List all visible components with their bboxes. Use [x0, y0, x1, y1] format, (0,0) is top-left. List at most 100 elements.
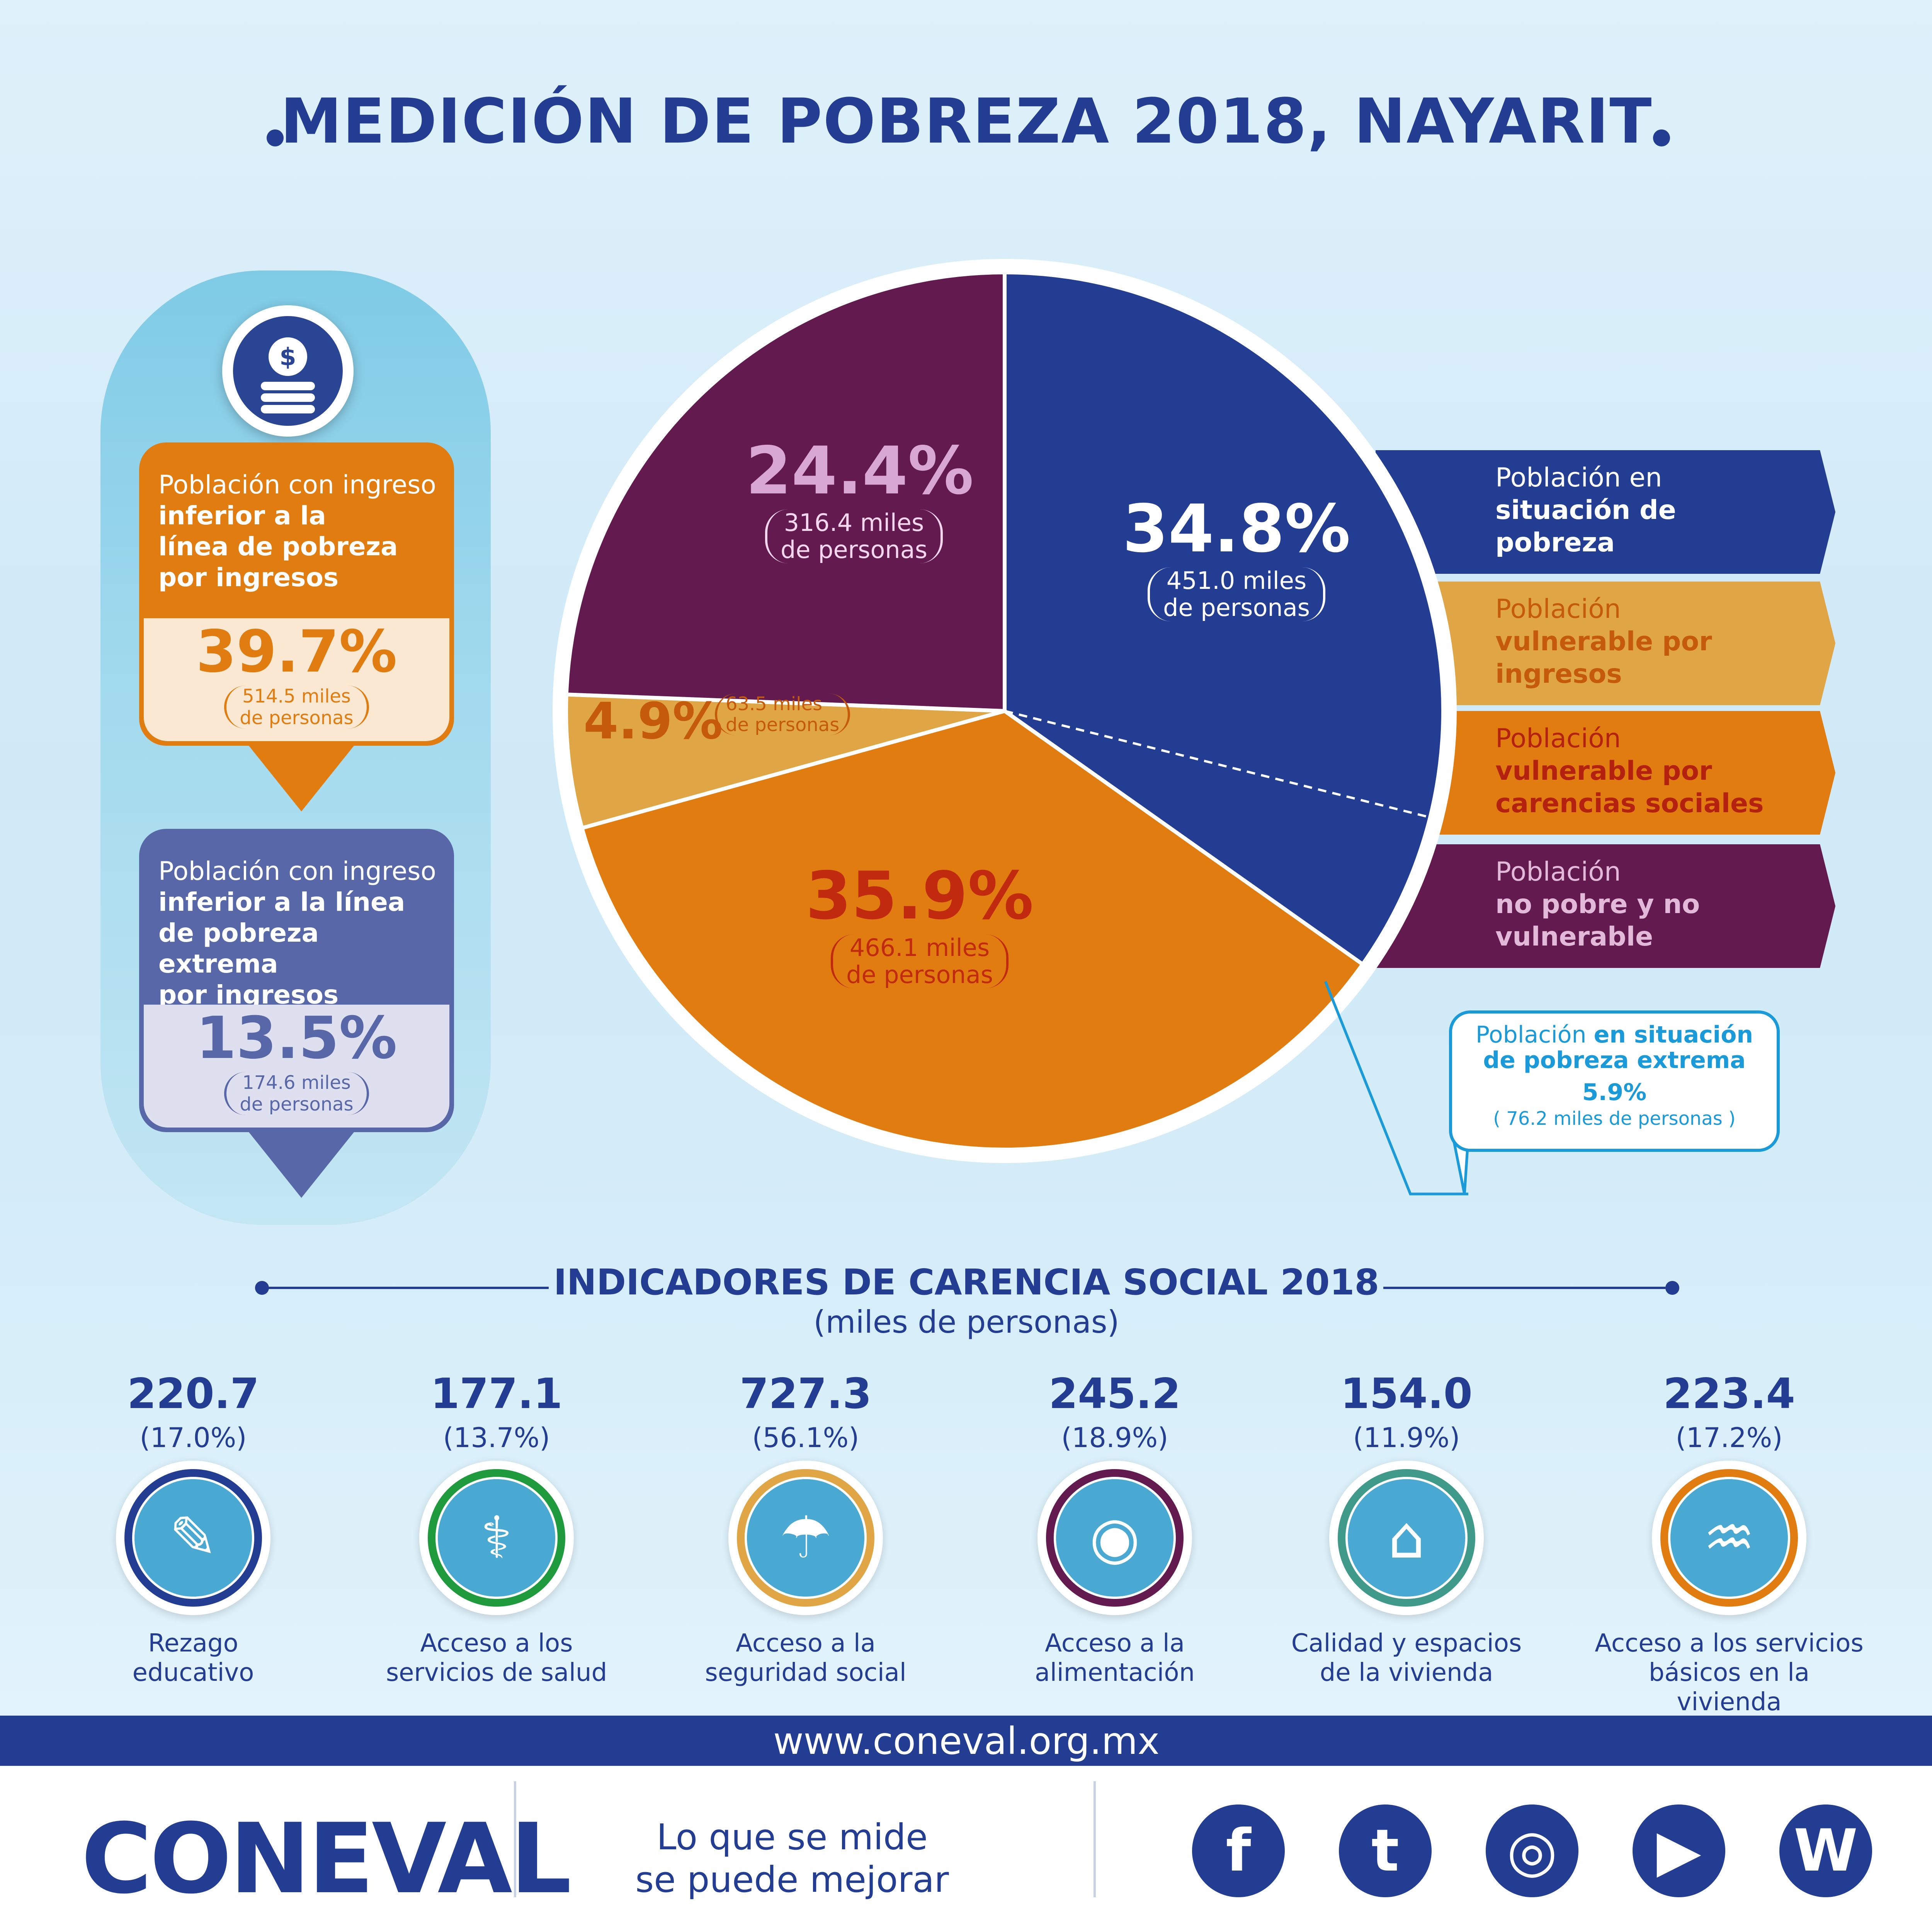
slice-sub-carencias-2: de personas: [846, 961, 993, 989]
legend-ingresos-line3: ingresos: [1495, 659, 1622, 689]
slogan-line1: Lo que se mide: [656, 1816, 928, 1858]
indicator-value: 220.7: [127, 1370, 259, 1418]
legend-carencias-arrow: [1376, 711, 1835, 835]
instagram-icon[interactable]: ◎: [1486, 1804, 1578, 1897]
footer-separator-1: [514, 1781, 516, 1897]
house-hands-icon: ⌂: [1348, 1479, 1465, 1597]
indicator-label: Acceso a la alimentación: [980, 1629, 1250, 1687]
youtube-icon[interactable]: ▶: [1633, 1804, 1725, 1897]
wordpress-icon-glyph: W: [1794, 1817, 1858, 1884]
wordpress-icon[interactable]: W: [1779, 1804, 1872, 1897]
website-link[interactable]: www.coneval.org.mx: [773, 1719, 1160, 1763]
card2-value-area: 13.5% 174.6 miles de personas: [144, 1005, 449, 1128]
indicator-badge: ☂: [728, 1461, 883, 1615]
water-tap-icon-glyph: ♒: [1703, 1504, 1755, 1571]
indicator-label-line1: Acceso a los servicios: [1595, 1629, 1864, 1658]
legend-ingresos-arrow: [1376, 582, 1835, 705]
slice-label-pobreza: 34.8%: [1122, 491, 1350, 567]
indicator-percent: (18.9%): [1061, 1422, 1168, 1454]
house-hands-icon-glyph: ⌂: [1388, 1504, 1425, 1571]
indicator-label-line2: seguridad social: [705, 1658, 906, 1687]
card1-line4: por ingresos: [158, 563, 339, 592]
card2-value: 13.5%: [196, 1005, 397, 1072]
slice-sub-no-pobre-1: 316.4 miles: [784, 509, 924, 537]
card2-line3: de pobreza extrema: [158, 918, 319, 979]
indicator-badge: ✎: [116, 1461, 270, 1615]
pie-slice-no-pobre: [564, 270, 1007, 713]
indicator-percent: (17.0%): [139, 1422, 247, 1454]
extreme-poverty-box: Población en situación de pobreza extrem…: [1449, 1010, 1780, 1152]
heading-line-left: [267, 1287, 549, 1289]
card1-pointer: [240, 734, 363, 811]
url-band: [0, 1716, 1932, 1766]
card2-pointer: [240, 1121, 363, 1198]
slogan-line2: se puede mejorar: [635, 1859, 949, 1900]
indicator-label-line1: Acceso a la: [736, 1629, 876, 1658]
indicator-label-line1: Calidad y espacios: [1291, 1629, 1522, 1658]
pie-slice-carencias: [580, 709, 1366, 1152]
card1-sub1: 514.5 miles: [242, 685, 351, 707]
coneval-logo: CONEVAL: [81, 1803, 571, 1915]
indicator-value: 223.4: [1663, 1370, 1795, 1418]
indicator-label: Acceso a los servicios de salud: [361, 1629, 632, 1687]
svg-text:$: $: [279, 343, 296, 371]
twitter-icon-glyph: t: [1371, 1817, 1399, 1884]
card2-sub2: de personas: [240, 1094, 354, 1115]
heading-line-right: [1383, 1287, 1665, 1289]
facebook-icon[interactable]: f: [1192, 1804, 1285, 1897]
indicator-value: 727.3: [740, 1370, 872, 1418]
legend-no-pobre-arrow: [1376, 844, 1835, 968]
indicator-percent: (17.2%): [1675, 1422, 1783, 1454]
footer: [0, 1766, 1932, 1932]
legend-ingresos-line2: vulnerable por: [1495, 626, 1712, 657]
card2-line2: inferior a la línea: [158, 887, 405, 917]
page-title: MEDICIÓN DE POBREZA 2018, NAYARIT: [280, 85, 1653, 157]
family-hands-icon-glyph: ☂: [779, 1504, 832, 1571]
indicator-label: Calidad y espacios de la vivienda: [1271, 1629, 1542, 1687]
family-hands-icon: ☂: [747, 1479, 864, 1597]
legend-pobreza-line2: situación de: [1495, 495, 1676, 526]
slice-sub-ingresos-2: de personas: [726, 714, 840, 736]
indicator-percent: (11.9%): [1353, 1422, 1460, 1454]
legend-pobreza-line1: Población en: [1495, 463, 1662, 493]
indicator-label-line1: Acceso a la: [1045, 1629, 1185, 1658]
legend-no-pobre-line1: Población: [1495, 857, 1621, 887]
poverty-pie-chart: [553, 259, 1457, 1163]
money-icon: $: [233, 316, 343, 426]
indicator-label-line2: básicos en la vivienda: [1648, 1658, 1810, 1716]
indicator-badge: ◉: [1037, 1461, 1192, 1615]
pencil-icon: ✎: [134, 1479, 252, 1597]
title-bullet-right: [1653, 129, 1670, 146]
indicator-percent: (13.7%): [443, 1422, 550, 1454]
slice-label-no-pobre: 24.4%: [746, 433, 974, 509]
instagram-icon-glyph: ◎: [1507, 1817, 1558, 1884]
plate-cutlery-icon-glyph: ◉: [1089, 1504, 1140, 1571]
card1-line2: inferior a la: [158, 501, 326, 531]
legend-no-pobre-text: Población no pobre y no vulnerable: [1495, 856, 1700, 953]
extreme-sub: ( 76.2 miles de personas ): [1493, 1108, 1736, 1129]
card1-value-area: 39.7% 514.5 miles de personas: [144, 618, 449, 741]
heading-dot-right: [1665, 1281, 1679, 1295]
legend-carencias-text: Población vulnerable por carencias sociale…: [1495, 723, 1764, 820]
slice-sub-pobreza-1: 451.0 miles: [1166, 566, 1307, 595]
legend-pobreza-line3: pobreza: [1495, 527, 1615, 558]
extreme-l1b: en situación: [1594, 1021, 1753, 1048]
pencil-icon-glyph: ✎: [169, 1504, 218, 1571]
water-tap-icon: ♒: [1670, 1479, 1788, 1597]
indicator-label-line2: educativo: [132, 1658, 254, 1687]
indicator-value: 154.0: [1340, 1370, 1473, 1418]
title-bullet-left: [267, 129, 284, 146]
facebook-icon-glyph: f: [1226, 1817, 1251, 1884]
slice-sub-carencias-1: 466.1 miles: [849, 934, 990, 962]
extreme-value: 5.9%: [1582, 1079, 1647, 1106]
indicator-badge: ⚕: [419, 1461, 574, 1615]
legend-pobreza-text: Población en situación de pobreza: [1495, 462, 1676, 559]
slice-label-carencias: 35.9%: [806, 858, 1034, 934]
twitter-icon[interactable]: t: [1339, 1804, 1432, 1897]
legend-no-pobre-line3: vulnerable: [1495, 922, 1653, 952]
extreme-l1a: Población: [1475, 1021, 1594, 1048]
indicator-label-line2: servicios de salud: [386, 1658, 607, 1687]
plate-cutlery-icon: ◉: [1056, 1479, 1173, 1597]
indicator-badge: ♒: [1652, 1461, 1806, 1615]
